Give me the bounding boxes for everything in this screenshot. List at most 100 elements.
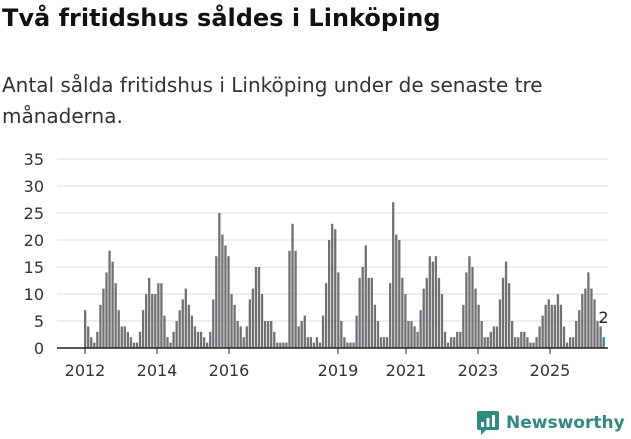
bar bbox=[437, 277, 441, 348]
bar bbox=[562, 326, 566, 348]
bar bbox=[105, 272, 108, 348]
bar bbox=[193, 326, 197, 348]
bar-highlight bbox=[602, 337, 605, 348]
bar bbox=[565, 342, 569, 348]
bar bbox=[501, 277, 505, 348]
chart-title: Två fritidshus såldes i Linköping bbox=[2, 4, 441, 32]
bar bbox=[498, 299, 502, 348]
bar bbox=[398, 240, 401, 348]
bar bbox=[294, 250, 297, 348]
bar bbox=[568, 337, 572, 348]
bar bbox=[517, 337, 520, 348]
y-tick-label: 35 bbox=[24, 150, 44, 169]
bar bbox=[242, 337, 245, 348]
bar bbox=[135, 342, 139, 348]
bar bbox=[239, 326, 242, 348]
y-tick-label: 5 bbox=[34, 312, 44, 331]
brand-logo: Newsworthy bbox=[476, 408, 625, 438]
bar bbox=[450, 337, 453, 348]
bar bbox=[507, 283, 511, 348]
bar bbox=[328, 240, 331, 348]
bar bbox=[309, 337, 312, 348]
bar bbox=[544, 304, 547, 348]
bar bbox=[184, 288, 187, 348]
bar bbox=[202, 337, 206, 348]
bar bbox=[355, 315, 358, 348]
bar bbox=[260, 294, 264, 348]
bar bbox=[511, 321, 514, 348]
bar bbox=[376, 321, 380, 348]
bar bbox=[587, 272, 590, 348]
bar bbox=[218, 213, 221, 348]
bar bbox=[321, 315, 325, 348]
x-tick-label: 2014 bbox=[137, 361, 178, 380]
y-tick-label: 25 bbox=[24, 204, 44, 223]
bar bbox=[480, 321, 483, 348]
bar bbox=[169, 342, 172, 348]
bar bbox=[132, 342, 136, 348]
bar bbox=[99, 304, 102, 348]
bar bbox=[352, 342, 355, 348]
last-value-label: 2 bbox=[598, 308, 608, 327]
bar bbox=[123, 326, 126, 348]
bar bbox=[199, 331, 203, 348]
bar bbox=[416, 331, 419, 348]
bar bbox=[114, 283, 117, 348]
bar bbox=[324, 283, 328, 348]
bar bbox=[172, 331, 175, 348]
y-tick-label: 15 bbox=[24, 258, 44, 277]
bar bbox=[575, 321, 578, 348]
bar bbox=[257, 267, 261, 348]
bar bbox=[456, 331, 459, 348]
bar bbox=[221, 234, 224, 348]
bar bbox=[120, 326, 123, 348]
bar bbox=[547, 299, 550, 348]
chart-subtitle: Antal sålda fritidshus i Linköping under… bbox=[2, 73, 543, 128]
bar bbox=[248, 299, 251, 348]
bar bbox=[483, 337, 486, 348]
bar bbox=[230, 294, 233, 348]
bar bbox=[145, 294, 148, 348]
bar bbox=[93, 342, 96, 348]
bar bbox=[474, 288, 477, 348]
bar bbox=[187, 304, 190, 348]
x-tick-label: 2023 bbox=[458, 361, 499, 380]
bar bbox=[300, 321, 303, 348]
bar bbox=[206, 342, 209, 348]
bar bbox=[340, 321, 343, 348]
bar bbox=[90, 337, 93, 348]
bar bbox=[227, 256, 230, 348]
bar bbox=[270, 321, 273, 348]
bar bbox=[590, 288, 593, 348]
bar bbox=[178, 310, 181, 348]
bar bbox=[422, 288, 425, 348]
bar bbox=[117, 310, 120, 348]
bar bbox=[236, 321, 239, 348]
bar bbox=[446, 342, 450, 348]
bar bbox=[428, 256, 431, 348]
bar bbox=[303, 315, 306, 348]
bar bbox=[108, 250, 111, 348]
bar bbox=[526, 337, 529, 348]
bar bbox=[334, 229, 337, 348]
newsworthy-logo-icon bbox=[477, 411, 499, 435]
bar bbox=[160, 283, 163, 348]
bar bbox=[581, 294, 584, 348]
bar bbox=[578, 310, 581, 348]
bar bbox=[370, 277, 373, 348]
bar bbox=[413, 326, 416, 348]
bar bbox=[102, 288, 105, 348]
x-tick-label: 2016 bbox=[209, 361, 250, 380]
bar bbox=[212, 299, 215, 348]
x-tick-label: 2012 bbox=[65, 361, 106, 380]
bar bbox=[297, 326, 300, 348]
bar bbox=[486, 337, 489, 348]
bar bbox=[288, 250, 291, 348]
bar bbox=[471, 267, 474, 348]
bar bbox=[291, 223, 294, 348]
bar bbox=[453, 337, 456, 348]
x-tick-label: 2025 bbox=[530, 361, 571, 380]
bar bbox=[410, 321, 413, 348]
bar bbox=[163, 315, 166, 348]
